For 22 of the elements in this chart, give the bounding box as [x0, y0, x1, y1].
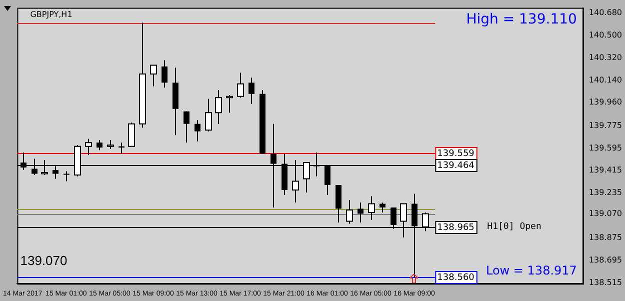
chart-title: GBPJPY,H1 — [30, 10, 72, 19]
y-tick-label: 138.695 — [588, 256, 622, 265]
ref-line-label: 139.464 — [437, 160, 475, 171]
ref-line-label: 138.560 — [437, 272, 475, 283]
y-tick-label: 140.140 — [588, 75, 622, 84]
y-tick-label: 139.415 — [588, 166, 622, 175]
y-tick-label: 140.680 — [588, 8, 622, 17]
y-tick-label: 139.595 — [588, 143, 622, 152]
y-tick-label: 138.875 — [588, 233, 622, 242]
y-tick-label: 139.235 — [588, 188, 622, 198]
annotation: 139.070 — [20, 253, 68, 268]
ref-line-label: 139.559 — [437, 148, 475, 159]
y-tick-label: 140.500 — [588, 30, 622, 40]
y-tick-label: 139.775 — [588, 120, 622, 130]
annotation: High = 139.110 — [466, 11, 577, 28]
y-tick-label: 139.070 — [588, 208, 622, 218]
y-tick-label: 140.320 — [588, 52, 622, 62]
annotation: H1[0] Open — [487, 222, 542, 232]
annotation: Low = 138.917 — [486, 264, 577, 278]
y-tick-label: 138.515 — [588, 278, 622, 288]
ref-line-label: 138.965 — [437, 222, 474, 233]
y-tick-label: 139.960 — [588, 98, 622, 107]
